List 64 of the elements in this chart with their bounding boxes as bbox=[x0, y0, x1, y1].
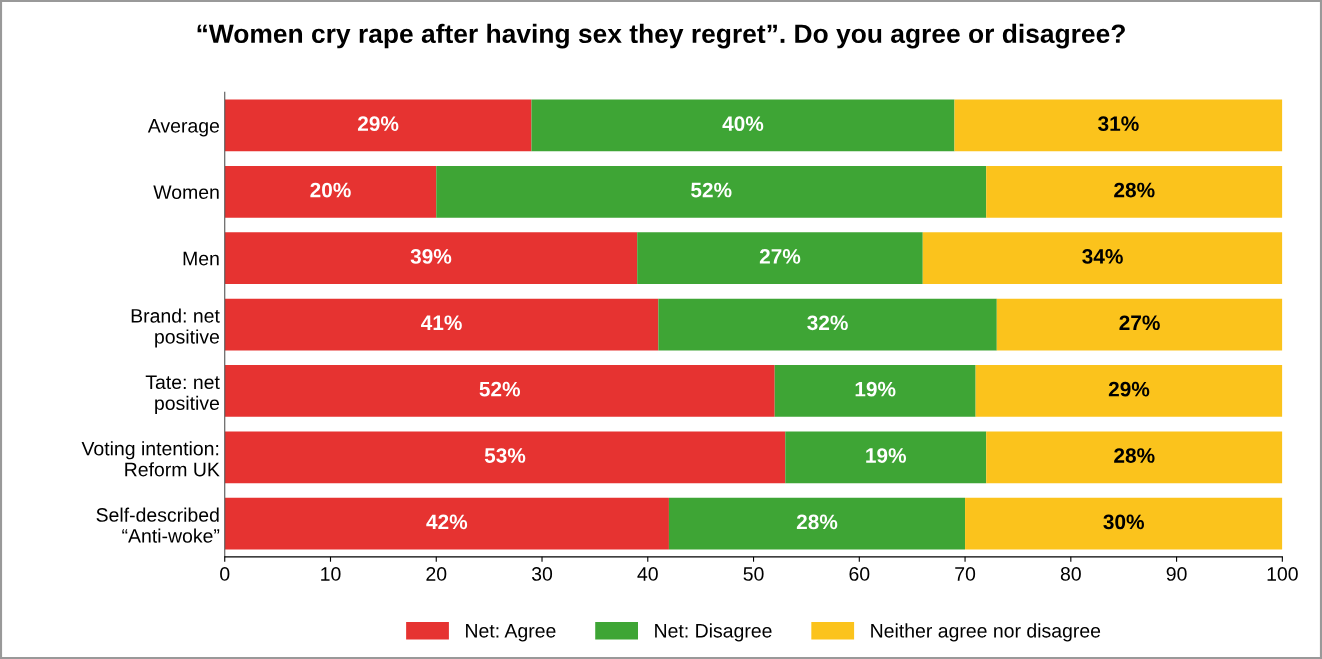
y-tick-label: Brand: net positive bbox=[131, 308, 220, 348]
x-tick-label: 30 bbox=[531, 567, 553, 581]
bar bbox=[224, 99, 532, 152]
y-tick-label: Tate: net positive bbox=[145, 375, 220, 414]
data-label: 27% bbox=[1119, 315, 1160, 331]
bar bbox=[922, 232, 1283, 285]
x-tick-label: 90 bbox=[1166, 567, 1187, 581]
bar bbox=[224, 497, 669, 550]
y-tick-label: Self-described “Anti-woke” bbox=[96, 507, 220, 543]
bar bbox=[658, 298, 997, 351]
data-label: 53% bbox=[484, 448, 526, 463]
data-label: 28% bbox=[796, 514, 838, 530]
data-label: 34% bbox=[1082, 249, 1123, 264]
data-label: 28% bbox=[1114, 182, 1155, 198]
bar bbox=[637, 232, 923, 285]
y-tick-label: Average bbox=[147, 119, 220, 137]
x-tick-label: 100 bbox=[1267, 567, 1298, 581]
bar bbox=[986, 431, 1283, 484]
data-label: 42% bbox=[426, 514, 468, 530]
bar bbox=[965, 497, 1283, 550]
x-tick-label: 40 bbox=[637, 567, 658, 581]
data-label: 52% bbox=[479, 381, 521, 397]
legend-label: Net: Agree bbox=[466, 624, 556, 642]
bar bbox=[224, 298, 659, 351]
x-tick-label: 80 bbox=[1060, 567, 1081, 581]
data-label: 29% bbox=[1108, 381, 1150, 397]
data-label: 52% bbox=[691, 182, 732, 198]
data-label: 20% bbox=[310, 182, 351, 198]
y-tick-label: Women bbox=[153, 185, 219, 200]
data-label: 40% bbox=[722, 116, 764, 132]
chart-title: “Women cry rape after having sex they regret”. Do you agree or disagree? bbox=[197, 23, 1125, 49]
x-tick-label: 60 bbox=[849, 567, 870, 581]
legend-label: Net: Disagree bbox=[655, 623, 772, 642]
bar bbox=[224, 365, 775, 417]
x-tick-label: 20 bbox=[426, 567, 447, 581]
data-label: 31% bbox=[1098, 116, 1139, 132]
x-tick-label: 10 bbox=[321, 567, 341, 581]
bar bbox=[668, 497, 966, 550]
data-label: 19% bbox=[866, 448, 907, 463]
bar bbox=[531, 99, 955, 152]
data-label: 28% bbox=[1114, 448, 1155, 463]
x-tick-label: 50 bbox=[743, 567, 764, 581]
bar bbox=[954, 99, 1283, 152]
bar bbox=[436, 165, 987, 218]
bar bbox=[224, 431, 786, 484]
bar bbox=[224, 232, 638, 285]
data-label: 27% bbox=[759, 249, 801, 264]
x-tick-label: 0 bbox=[220, 567, 230, 581]
bar bbox=[996, 298, 1283, 351]
data-label: 30% bbox=[1103, 514, 1144, 530]
data-label: 19% bbox=[855, 381, 896, 397]
data-label: 41% bbox=[421, 315, 462, 331]
legend-label: Neither agree nor disagree bbox=[871, 623, 1101, 642]
data-label: 29% bbox=[357, 116, 399, 132]
bar bbox=[785, 431, 987, 484]
bar bbox=[986, 165, 1283, 218]
y-tick-label: Men bbox=[183, 251, 219, 266]
y-tick-label: Voting intention: Reform UK bbox=[81, 441, 220, 477]
data-label: 32% bbox=[807, 315, 848, 331]
bar bbox=[224, 165, 437, 218]
bar bbox=[774, 365, 976, 417]
bar bbox=[975, 365, 1283, 417]
data-label: 39% bbox=[410, 249, 452, 264]
x-tick-label: 70 bbox=[955, 567, 976, 581]
